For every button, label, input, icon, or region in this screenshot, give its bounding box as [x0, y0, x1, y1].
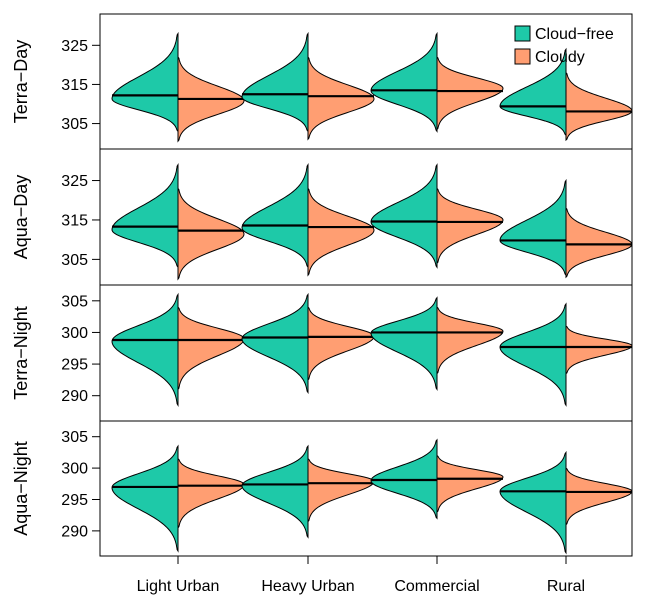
- legend-swatch: [514, 48, 531, 65]
- violin-cloudy-half: [436, 454, 504, 514]
- violin-1: [241, 444, 375, 539]
- violin-cloudfree-half: [111, 444, 179, 553]
- violin-3: [499, 302, 633, 407]
- violin-cloudfree-half: [241, 31, 309, 133]
- violin-cloudy-half: [177, 186, 245, 281]
- violin-cloudy-half: [177, 305, 245, 391]
- violin-2: [370, 296, 504, 391]
- violin-cloudfree-half: [241, 292, 309, 395]
- legend-swatch: [514, 25, 531, 42]
- violin-cloudfree-half: [370, 163, 438, 269]
- y-tick-label: 305: [61, 116, 88, 133]
- violin-3: [499, 47, 633, 142]
- violin-cloudfree-half: [370, 296, 438, 391]
- y-tick-label: 305: [61, 429, 88, 446]
- violin-cloudy-half: [307, 457, 375, 523]
- violin-1: [241, 292, 375, 395]
- y-tick-label: 300: [61, 461, 88, 478]
- y-tick-label: 290: [61, 388, 88, 405]
- violin-cloudy-half: [307, 55, 375, 141]
- violin-1: [241, 31, 375, 141]
- panel-2: 325 315 305 Aqua−Day: [11, 148, 633, 286]
- violin-cloudfree-half: [241, 163, 309, 269]
- violin-cloudy-half: [307, 305, 375, 382]
- y-tick-label: 300: [61, 325, 88, 342]
- panel-ylabel: Aqua−Day: [11, 175, 31, 260]
- violin-1: [241, 163, 375, 277]
- violin-cloudy-half: [436, 306, 504, 375]
- violin-0: [111, 163, 245, 281]
- violin-2: [370, 438, 504, 520]
- y-tick-label: 325: [61, 38, 88, 55]
- violin-cloudfree-half: [241, 444, 309, 539]
- violin-3: [499, 178, 633, 279]
- violin-cloudy-half: [177, 457, 245, 530]
- legend-label: Cloud−free: [535, 26, 614, 43]
- violin-cloudfree-half: [111, 163, 179, 269]
- violin-cloudfree-half: [111, 31, 179, 133]
- y-tick-label: 315: [61, 77, 88, 94]
- y-tick-label: 290: [61, 523, 88, 540]
- x-category-label: Commercial: [394, 578, 479, 595]
- panel-frame: [99, 420, 633, 557]
- violin-2: [370, 163, 504, 269]
- y-tick-label: 295: [61, 357, 88, 374]
- violin-cloudy-half: [565, 467, 633, 526]
- violin-0: [111, 444, 245, 553]
- violin-cloudfree-half: [499, 178, 567, 277]
- violin-cloudfree-half: [499, 450, 567, 555]
- y-tick-label: 295: [61, 492, 88, 509]
- violin-cloudfree-half: [499, 47, 567, 137]
- y-tick-label: 325: [61, 173, 88, 190]
- x-category-label: Heavy Urban: [261, 578, 354, 595]
- x-category-label: Rural: [547, 578, 585, 595]
- violin-cloudy-half: [565, 325, 633, 375]
- violin-cloudy-half: [436, 55, 504, 131]
- violin-0: [111, 292, 245, 408]
- panel-ylabel: Aqua−Night: [11, 441, 31, 536]
- panel-3: 305 300 295 290 Terra−Night: [11, 284, 633, 422]
- y-tick-label: 305: [61, 293, 88, 310]
- panel-ylabel: Terra−Day: [11, 40, 31, 124]
- violin-cloudfree-half: [111, 292, 179, 408]
- violin-3: [499, 450, 633, 555]
- panel-1: 325 315 305 Terra−Day: [11, 13, 633, 150]
- legend: Cloud−free Cloudy: [514, 25, 614, 66]
- y-tick-label: 315: [61, 212, 88, 229]
- violin-cloudy-half: [565, 71, 633, 142]
- violin-cloudfree-half: [499, 302, 567, 407]
- violin-0: [111, 31, 245, 143]
- legend-label: Cloudy: [535, 49, 585, 66]
- violin-cloudy-half: [565, 206, 633, 279]
- y-tick-label: 305: [61, 252, 88, 269]
- panel-ylabel: Terra−Night: [11, 306, 31, 400]
- x-category-label: Light Urban: [137, 578, 220, 595]
- violin-cloudy-half: [436, 187, 504, 265]
- violin-2: [370, 31, 504, 133]
- violin-cloudfree-half: [370, 31, 438, 133]
- panel-4: 305 300 295 290 Aqua−Night: [11, 420, 633, 557]
- violin-cloudy-half: [307, 186, 375, 277]
